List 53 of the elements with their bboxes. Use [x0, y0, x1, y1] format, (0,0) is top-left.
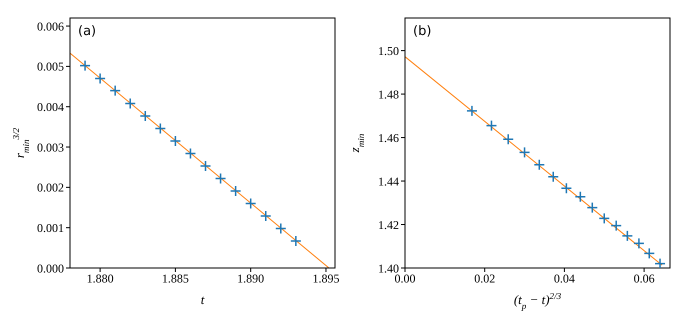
point [94, 72, 106, 84]
point [214, 172, 226, 184]
x-axis-title: t [200, 292, 205, 307]
point [200, 160, 212, 172]
y-tick-label: 1.46 [378, 130, 399, 145]
point [574, 190, 586, 202]
x-tick-label: 1.890 [237, 272, 264, 286]
y-tick-label: 0.002 [37, 180, 64, 195]
y-tick-label: 0.003 [37, 140, 64, 154]
point [518, 146, 530, 158]
point [170, 135, 182, 147]
y-tick-label: 0.006 [37, 19, 64, 34]
annotation: (b) [413, 24, 432, 39]
point [534, 158, 546, 170]
point [230, 185, 242, 197]
x-tick-label: 0.06 [634, 272, 655, 286]
y-tick-label: 1.50 [378, 44, 399, 58]
point [140, 110, 152, 122]
point [610, 220, 622, 232]
y-tick-label: 0.005 [37, 60, 64, 74]
point [79, 60, 91, 72]
point [244, 198, 256, 210]
x-tick-label: 0.04 [554, 272, 575, 286]
point [184, 148, 196, 160]
point [560, 182, 572, 194]
point [486, 120, 498, 132]
point [154, 122, 166, 134]
y-tick-label: 1.42 [378, 218, 399, 232]
y-tick-label: 0.004 [37, 100, 64, 114]
y-tick-label: 1.44 [378, 174, 399, 188]
x-tick-label: 0.02 [474, 272, 496, 286]
point [622, 230, 634, 242]
point [290, 235, 302, 247]
point [109, 84, 121, 96]
point [598, 212, 610, 224]
point [654, 258, 666, 268]
y-tick-label: 0.000 [37, 261, 64, 276]
point [260, 210, 272, 222]
point [586, 202, 598, 214]
point [275, 222, 287, 234]
point [633, 238, 645, 250]
x-tick-label: 1.885 [162, 272, 189, 286]
annotation: (a) [78, 24, 96, 39]
x-tick-label: 1.880 [86, 272, 114, 286]
point [502, 134, 514, 146]
y-tick-label: 0.001 [37, 220, 64, 235]
point [466, 105, 478, 117]
point [547, 170, 559, 182]
point [124, 98, 136, 110]
point [644, 248, 656, 260]
x-tick-label: 1.895 [312, 272, 340, 286]
y-tick-label: 1.48 [378, 87, 399, 102]
x-axis-title: (t$_{p}$ − t)$^{2/3}$ [514, 291, 562, 311]
